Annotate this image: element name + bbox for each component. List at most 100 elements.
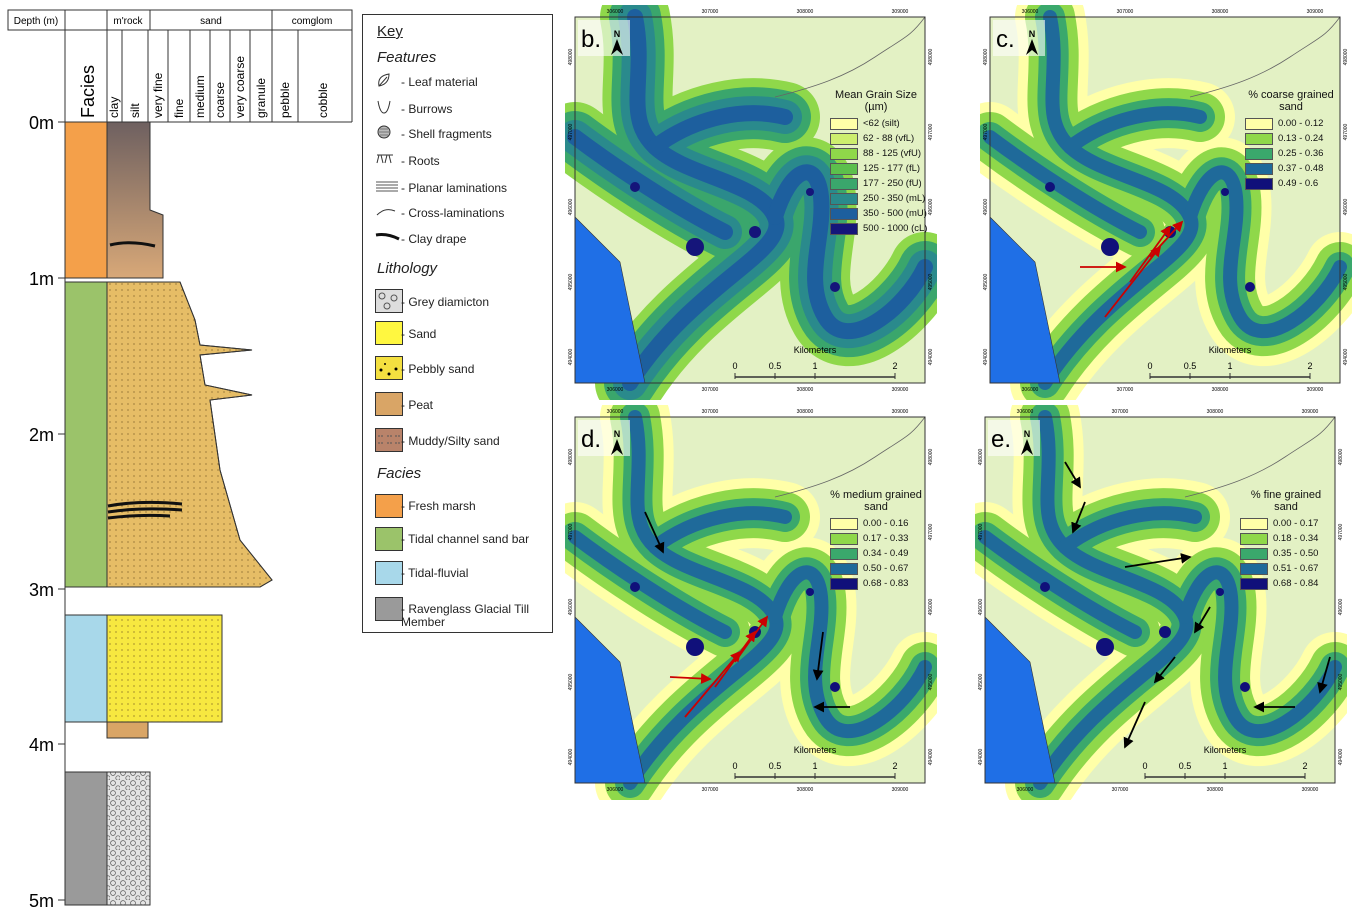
feature-label: - Burrows	[401, 102, 452, 116]
lithology-label: - Muddy/Silty sand	[401, 434, 500, 448]
feature-label: - Leaf material	[401, 75, 478, 89]
x-coordinate: 308000	[797, 387, 814, 393]
blob	[1216, 588, 1224, 596]
x-coordinate: 309000	[892, 9, 909, 15]
y-coordinate: 494000	[978, 748, 984, 765]
legend-label: 500 - 1000 (cL)	[863, 223, 927, 234]
legend-label: 0.49 - 0.6	[1278, 178, 1318, 189]
map-panel: e.N3060003060003070003070003080003080003…	[975, 405, 1347, 800]
blob	[1240, 682, 1250, 692]
x-coordinate: 307000	[702, 787, 719, 793]
feature-label: - Roots	[401, 154, 440, 168]
blob	[1045, 182, 1055, 192]
sediment-log: Depth (m) m'rock sand comglom Facies cla…	[0, 0, 360, 911]
scale-title: Kilometers	[1204, 745, 1247, 755]
legend-label: 0.00 - 0.16	[863, 518, 908, 529]
legend-swatch	[1245, 178, 1273, 190]
legend: % fine grained sand0.00 - 0.170.18 - 0.3…	[1240, 489, 1332, 591]
scale-title: Kilometers	[794, 345, 837, 355]
key-icon	[375, 494, 403, 518]
lithology-column	[107, 122, 272, 905]
legend-label: 0.68 - 0.84	[1273, 578, 1318, 589]
y-coordinate: 496000	[928, 598, 934, 615]
blob	[830, 282, 840, 292]
x-coordinate: 307000	[1112, 787, 1129, 793]
feature-label: - Cross-laminations	[401, 206, 504, 220]
legend-label: 0.34 - 0.49	[863, 548, 908, 559]
legend-swatch	[1245, 148, 1273, 160]
y-coordinate: 494000	[1343, 348, 1349, 365]
scale-label: 0	[732, 361, 737, 371]
x-coordinate: 309000	[892, 387, 909, 393]
legend-label: 0.17 - 0.33	[863, 533, 908, 544]
blob	[1221, 188, 1229, 196]
scale-label: 0	[1142, 761, 1147, 771]
x-coordinate: 306000	[607, 787, 624, 793]
scale-label: 0.5	[1179, 761, 1192, 771]
lithology-label: - Peat	[401, 398, 433, 412]
key-icon	[375, 428, 403, 452]
depth-label: 2m	[29, 425, 54, 445]
legend-swatch	[830, 578, 858, 590]
legend-swatch	[830, 178, 858, 190]
legend-swatch	[830, 193, 858, 205]
map: d.N3060003060003070003070003080003080003…	[568, 409, 934, 793]
feature-label: - Shell fragments	[401, 127, 492, 141]
x-coordinate: 306000	[607, 409, 624, 415]
grain-size-label: coarse	[213, 82, 227, 118]
key-icon	[375, 203, 401, 219]
y-coordinate: 498000	[1338, 448, 1344, 465]
legend-item: 500 - 1000 (cL)	[830, 221, 922, 236]
blob	[630, 582, 640, 592]
figure: Depth (m) m'rock sand comglom Facies cla…	[0, 0, 1353, 911]
scale-label: 0.5	[769, 361, 782, 371]
features-title: Features	[377, 49, 436, 66]
legend: % coarse grained sand0.00 - 0.120.13 - 0…	[1245, 89, 1337, 191]
legend-label: <62 (silt)	[863, 118, 900, 129]
x-coordinate: 308000	[1207, 409, 1224, 415]
legend-label: 0.13 - 0.24	[1278, 133, 1323, 144]
legend-swatch	[1240, 563, 1268, 575]
y-coordinate: 497000	[1338, 523, 1344, 540]
key-icon	[375, 229, 401, 245]
panel-label: e.	[991, 426, 1011, 453]
y-coordinate: 497000	[928, 523, 934, 540]
north-label: N	[614, 29, 621, 39]
legend-title: Mean Grain Size (µm)	[830, 89, 922, 113]
y-coordinate: 494000	[568, 348, 574, 365]
scale-label: 2	[892, 361, 897, 371]
legend-item: 0.34 - 0.49	[830, 546, 922, 561]
blob	[806, 588, 814, 596]
y-coordinate: 498000	[928, 448, 934, 465]
grain-size-label: medium	[193, 75, 207, 118]
blob	[686, 638, 704, 656]
legend-label: 0.00 - 0.17	[1273, 518, 1318, 529]
legend-item: 125 - 177 (fL)	[830, 161, 922, 176]
blob	[806, 188, 814, 196]
scale-title: Kilometers	[794, 745, 837, 755]
legend-item: 250 - 350 (mL)	[830, 191, 922, 206]
scale-label: 0	[1147, 361, 1152, 371]
legend-swatch	[830, 533, 858, 545]
facies-label: - Fresh marsh	[401, 500, 541, 513]
legend-item: 0.35 - 0.50	[1240, 546, 1332, 561]
key-icon	[375, 151, 401, 167]
facies-label: - Tidal channel sand bar	[401, 533, 541, 546]
x-coordinate: 309000	[1307, 387, 1324, 393]
grain-size-label: granule	[254, 78, 268, 118]
legend-item: 0.37 - 0.48	[1245, 161, 1337, 176]
legend-label: 0.00 - 0.12	[1278, 118, 1323, 129]
legend-swatch	[1245, 163, 1273, 175]
y-coordinate: 497000	[978, 523, 984, 540]
lithology-title: Lithology	[377, 260, 437, 277]
legend-label: 0.35 - 0.50	[1273, 548, 1318, 559]
facies-label: - Tidal-fluvial	[401, 567, 541, 580]
y-coordinate: 498000	[568, 448, 574, 465]
legend-label: 350 - 500 (mU)	[863, 208, 927, 219]
y-coordinate: 497000	[928, 123, 934, 140]
x-coordinate: 307000	[1112, 409, 1129, 415]
legend-label: 125 - 177 (fL)	[863, 163, 920, 174]
x-coordinate: 306000	[607, 9, 624, 15]
legend-label: 0.25 - 0.36	[1278, 148, 1323, 159]
y-coordinate: 498000	[1343, 48, 1349, 65]
